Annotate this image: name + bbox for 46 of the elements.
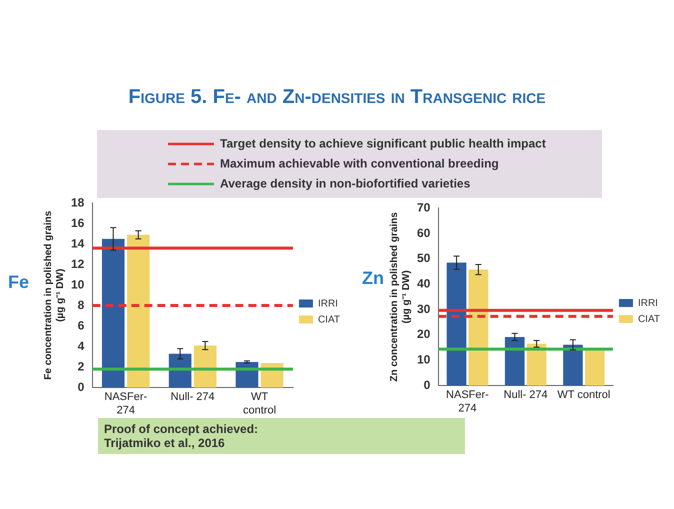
text: Zn bbox=[362, 268, 384, 289]
legend-label: CIAT bbox=[318, 314, 340, 326]
y-tick-label: 2 bbox=[78, 359, 85, 374]
bar bbox=[563, 344, 583, 386]
x-tick-label: Null- 274 bbox=[170, 391, 215, 404]
bar bbox=[504, 336, 525, 386]
text: Figure 5. Fe- and Zn-densities in Transgenic rice bbox=[127, 86, 547, 109]
y-tick-label: 16 bbox=[70, 216, 85, 230]
legend-label: IRRI bbox=[318, 298, 338, 310]
bar bbox=[468, 270, 488, 386]
y-tick-label: 12 bbox=[70, 256, 85, 271]
bar bbox=[446, 262, 466, 386]
x-tick-label: NASFer-274 bbox=[104, 391, 148, 416]
y-axis-title: Zn concentration in polished grains (µg g⁻¹ DW) bbox=[388, 212, 412, 382]
y-tick-label: 60 bbox=[416, 226, 431, 240]
y-tick-label: 0 bbox=[424, 378, 431, 392]
y-tick-label: 70 bbox=[416, 200, 431, 215]
x-tick-label: Null- 274 bbox=[504, 389, 548, 402]
y-axis-title: Fe concentration in polished grains (µg g⁻¹ DW) bbox=[42, 210, 66, 380]
legend-label: IRRI bbox=[638, 298, 658, 309]
text: Fe bbox=[8, 272, 30, 293]
x-tick-label: WT control bbox=[557, 389, 610, 402]
legend-label: Target density to achieve significant public health impact bbox=[220, 136, 546, 150]
bar bbox=[102, 238, 125, 388]
y-tick-label: 18 bbox=[70, 195, 85, 210]
y-tick-label: 10 bbox=[416, 352, 431, 367]
bar bbox=[194, 346, 216, 388]
y-tick-label: 40 bbox=[416, 276, 431, 291]
y-tick-label: 20 bbox=[416, 327, 431, 342]
legend-label: Average density in non-biofortified varieties bbox=[220, 176, 471, 190]
y-tick-label: 50 bbox=[416, 251, 431, 266]
x-tick-label: WT control bbox=[243, 391, 276, 416]
y-tick-label: 0 bbox=[78, 380, 85, 394]
legend-label: Maximum achievable with conventional breeding bbox=[220, 156, 499, 170]
y-tick-label: 10 bbox=[70, 277, 85, 292]
y-tick-label: 6 bbox=[78, 318, 85, 332]
bar bbox=[127, 234, 150, 388]
y-tick-label: 4 bbox=[78, 338, 85, 353]
bar bbox=[584, 350, 605, 386]
y-tick-label: 8 bbox=[78, 298, 85, 312]
y-tick-label: 30 bbox=[416, 302, 431, 316]
bar bbox=[526, 344, 546, 386]
text: Proof of concept achieved: Trijatmiko et al., 2016 bbox=[98, 418, 465, 454]
y-tick-label: 14 bbox=[70, 236, 85, 250]
legend-label: CIAT bbox=[638, 314, 660, 325]
x-tick-label: NASFer-274 bbox=[446, 389, 490, 414]
